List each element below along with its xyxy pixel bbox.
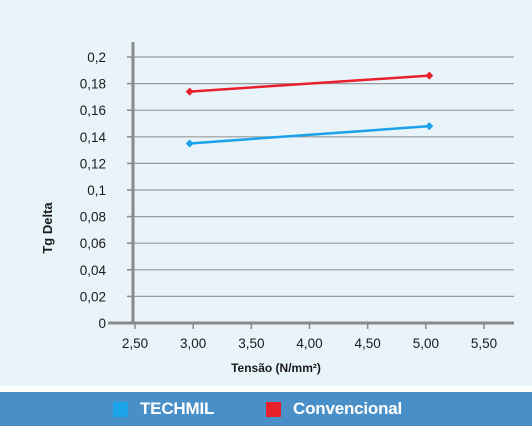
data-point-marker <box>425 122 434 131</box>
x-axis-title: Tensão (N/mm²) <box>231 361 321 375</box>
x-tick-labels: 2,50 3,00 3,50 4,00 4,50 5,00 5,50 <box>122 336 497 351</box>
series-line-1 <box>189 74 430 93</box>
x-tick-label: 4,00 <box>296 336 322 351</box>
x-tick-label: 4,50 <box>355 336 381 351</box>
data-point-marker <box>185 87 194 96</box>
series-lines <box>185 71 434 148</box>
x-tick-label: 3,50 <box>238 336 264 351</box>
y-tick-label: 0,18 <box>80 77 106 92</box>
y-tick-label: 0,1 <box>87 183 106 198</box>
x-tick-label: 2,50 <box>122 336 148 351</box>
data-point-marker <box>425 71 434 80</box>
legend-item-techmil: TECHMIL <box>113 392 214 426</box>
y-tick-label: 0,04 <box>80 263 107 278</box>
legend: TECHMIL Convencional <box>0 392 532 426</box>
line-chart: 00,020,040,060,080,10,120,140,160,180,2 … <box>40 42 514 375</box>
x-tick-label: 5,50 <box>471 336 497 351</box>
y-tick-label: 0,02 <box>80 289 106 304</box>
legend-item-convencional: Convencional <box>266 392 402 426</box>
legend-label-convencional: Convencional <box>293 399 403 418</box>
series-line-0 <box>189 124 430 145</box>
y-tick-label: 0,08 <box>80 210 106 225</box>
legend-swatch-convencional <box>266 401 281 417</box>
x-tick-label: 3,00 <box>180 336 206 351</box>
x-tick-label: 5,00 <box>413 336 439 351</box>
axes <box>108 42 514 329</box>
y-tick-labels: 0 0,02 0,04 0,06 0,08 0,1 0,12 0,14 0,16 0,18 0,2 <box>80 50 107 331</box>
plot-panel: 0 0,02 0,04 0,06 0,08 0,1 0,12 0,14 0,16 0,18 0,2 … <box>0 0 532 386</box>
y-tick-label: 0,06 <box>80 236 106 251</box>
y-tick-label: 0,16 <box>80 103 106 118</box>
legend-swatch-techmil <box>113 401 128 417</box>
y-axis-title: Tg Delta <box>40 202 55 254</box>
y-tick-label: 0,12 <box>80 156 106 171</box>
legend-label-techmil: TECHMIL <box>140 399 215 418</box>
y-tick-label: 0,2 <box>87 50 106 65</box>
y-tick-label: 0 <box>98 316 106 331</box>
y-tick-label: 0,14 <box>80 130 107 145</box>
data-point-marker <box>185 139 194 148</box>
